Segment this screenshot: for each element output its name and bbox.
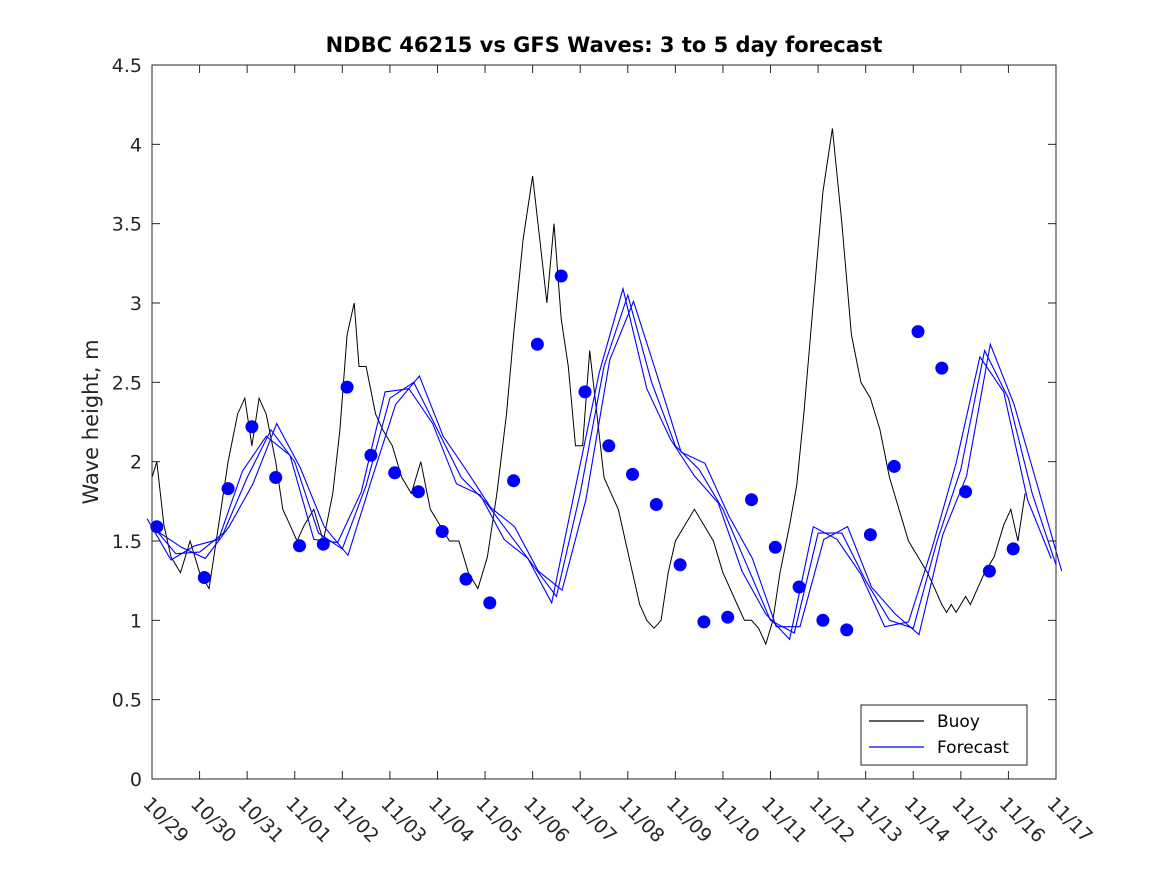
- legend-box: [860, 704, 1028, 766]
- forecast-point: [316, 537, 330, 551]
- forecast-point: [221, 482, 235, 496]
- y-tick-label: 4.5: [112, 55, 142, 77]
- forecast-point: [150, 520, 164, 534]
- forecast-series-line: [151, 293, 1057, 634]
- y-tick-label: 1.5: [112, 531, 142, 553]
- plot-area: [152, 65, 1056, 779]
- y-tick-label: 2.5: [112, 372, 142, 394]
- forecast-point: [554, 269, 568, 283]
- forecast-point: [483, 596, 497, 610]
- forecast-point: [673, 558, 687, 572]
- forecast-point: [602, 439, 616, 453]
- forecast-point: [935, 361, 949, 375]
- forecast-point: [721, 610, 735, 624]
- forecast-point: [245, 420, 259, 434]
- forecast-point: [197, 571, 211, 584]
- forecast-point: [269, 471, 283, 484]
- forecast-point: [364, 448, 378, 462]
- plot-content: [146, 128, 1063, 646]
- forecast-point: [745, 493, 758, 507]
- forecast-point: [911, 325, 925, 339]
- forecast-point: [816, 613, 830, 627]
- forecast-point: [411, 485, 425, 499]
- y-tick-label: 0.5: [112, 690, 142, 712]
- forecast-point: [863, 528, 877, 542]
- forecast-point: [959, 485, 973, 499]
- chart-title: NDBC 46215 vs GFS Waves: 3 to 5 day fore…: [326, 33, 883, 57]
- forecast-series-line: [157, 299, 1063, 636]
- y-axis-label: Wave height, m: [79, 339, 103, 504]
- forecast-series-line: [146, 286, 1052, 641]
- forecast-point: [340, 380, 354, 394]
- forecast-point: [1006, 542, 1020, 556]
- y-tick-label: 4: [130, 134, 142, 156]
- forecast-point: [768, 540, 782, 554]
- y-axis: 0 0.5 1 1.5 2 2.5 3 3.5 4 4.5: [112, 55, 1056, 791]
- forecast-point: [435, 525, 449, 538]
- forecast-point: [293, 539, 306, 553]
- legend-buoy-label: Buoy: [937, 712, 980, 732]
- forecast-point: [792, 580, 806, 594]
- y-tick-label: 3.5: [112, 214, 142, 236]
- buoy-series-line: [151, 128, 1026, 646]
- forecast-point: [982, 564, 996, 578]
- forecast-point: [887, 459, 901, 473]
- legend-forecast-label: Forecast: [937, 738, 1009, 758]
- y-tick-label: 0: [130, 769, 142, 791]
- legend: Buoy Forecast: [860, 704, 1028, 766]
- y-tick-label: 1: [130, 610, 142, 632]
- forecast-point: [530, 337, 544, 351]
- forecast-point: [840, 623, 854, 637]
- y-tick-label: 3: [130, 293, 142, 315]
- forecast-point: [697, 615, 711, 629]
- forecast-point: [507, 474, 521, 488]
- forecast-point: [459, 572, 473, 586]
- axes-box: [151, 64, 1057, 780]
- forecast-point: [649, 498, 663, 511]
- forecast-point: [626, 467, 639, 481]
- y-tick-label: 2: [130, 452, 142, 474]
- forecast-point: [388, 466, 402, 480]
- forecast-point: [578, 385, 592, 399]
